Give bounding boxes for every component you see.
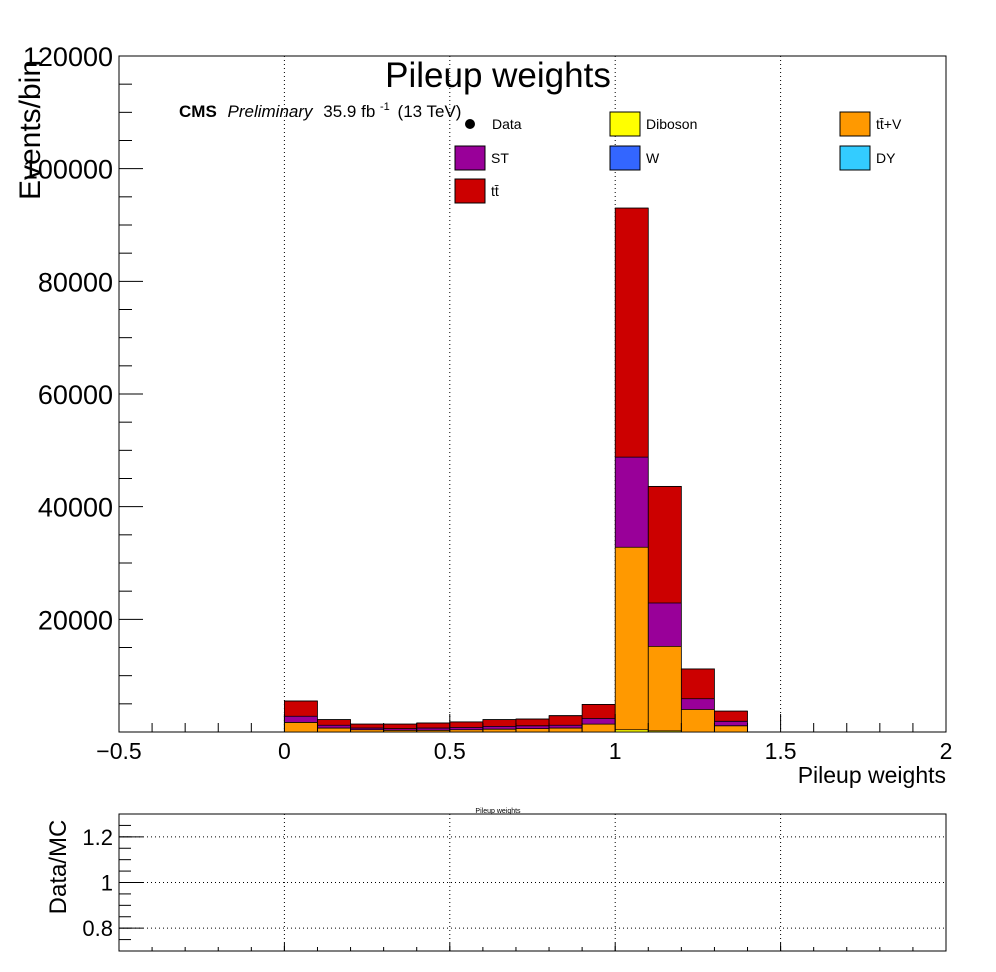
bar-ttv-bin-13 [714, 725, 748, 732]
bar-ttv-bin-0 [284, 722, 318, 732]
bar-st-bin-3 [383, 728, 417, 731]
legend-swatch-ttbar [454, 178, 486, 204]
cms-text: CMS [179, 102, 217, 121]
bar-st-bin-5 [449, 727, 483, 730]
bar-st-bin-12 [681, 698, 715, 710]
bar-ttv-bin-1 [317, 728, 351, 732]
bar-diboson-bin-10 [615, 729, 649, 732]
bar-ttbar-bin-7 [515, 719, 550, 726]
main-axes: 20000 40000 60000 80000 100000 120000 −0.5 0 0.5… [23, 42, 953, 764]
legend-label-st: ST [491, 150, 509, 166]
bar-ttv-bin-7 [515, 728, 550, 732]
lumi-exponent: -1 [380, 101, 390, 113]
ratio-panel-title: Pileup weights [475, 808, 521, 815]
bar-ttbar-bin-11 [648, 486, 682, 603]
y-tick-label-4: 100000 [23, 155, 113, 185]
bar-ttv-bin-2 [350, 729, 384, 732]
legend-marker-data [465, 119, 475, 129]
x-tick-label-5: 2 [940, 738, 953, 764]
legend-swatch-ttv [839, 111, 871, 137]
x-tick-label-4: 1.5 [765, 738, 797, 764]
legend-label-ttv: tt̄+V [876, 116, 902, 132]
bar-ttbar-bin-2 [350, 724, 384, 729]
legend-swatch-diboson [609, 111, 641, 137]
bar-ttv-bin-10 [615, 547, 649, 730]
bar-st-bin-9 [582, 718, 616, 725]
energy-text: (13 TeV) [398, 102, 462, 121]
legend-label-diboson: Diboson [646, 116, 697, 132]
bar-ttbar-bin-1 [317, 719, 351, 726]
x-tick-label-2: 0.5 [434, 738, 466, 764]
bar-ttbar-bin-3 [383, 724, 417, 729]
x-tick-label-3: 1 [609, 738, 622, 764]
bar-ttbar-bin-10 [615, 208, 649, 458]
ratio-grid [119, 814, 946, 951]
bar-st-bin-6 [482, 726, 516, 730]
legend-label-ttbar: tt̄ [491, 183, 499, 199]
bar-st-bin-4 [416, 728, 450, 731]
ratio-y-tick-label-0: 0.8 [82, 916, 113, 941]
bar-ttv-bin-3 [383, 730, 417, 732]
ratio-y-tick-label-2: 1.2 [82, 825, 113, 850]
y-tick-label-5: 120000 [23, 42, 113, 72]
bar-ttbar-bin-8 [549, 715, 583, 726]
bar-ttv-bin-6 [482, 729, 516, 732]
bar-ttbar-bin-12 [681, 668, 715, 699]
y-tick-label-1: 40000 [38, 493, 113, 523]
bar-ttbar-bin-9 [582, 704, 616, 719]
y-tick-label-2: 60000 [38, 380, 113, 410]
bar-st-bin-0 [284, 716, 318, 723]
bar-st-bin-10 [615, 457, 649, 548]
stacked-histogram [283, 207, 748, 733]
ratio-y-axis-label: Data/MC [45, 820, 72, 915]
ratio-axes: 0.8 1 1.2 [82, 825, 947, 951]
legend-swatch-dy [839, 145, 871, 171]
legend-swatch-st [454, 145, 486, 171]
bar-ttbar-bin-13 [714, 711, 748, 722]
bar-ttv-bin-8 [549, 728, 583, 732]
bar-ttv-bin-12 [681, 709, 715, 732]
x-tick-label-0: −0.5 [96, 738, 141, 764]
lumi-text: 35.9 fb [323, 102, 375, 121]
bar-ttbar-bin-6 [482, 719, 516, 727]
legend-label-dy: DY [876, 150, 896, 166]
main-plot-frame [118, 55, 947, 733]
bar-diboson-bin-11 [648, 730, 682, 732]
bar-ttbar-bin-0 [284, 701, 318, 717]
bar-st-bin-8 [549, 725, 583, 729]
cms-label: CMS Preliminary 35.9 fb -1 (13 TeV) [179, 95, 461, 121]
legend: Data Diboson tt̄+V ST W DY tt̄ [454, 111, 902, 204]
bar-st-bin-2 [350, 728, 384, 730]
y-axis-label: Events/bin [14, 60, 47, 200]
y-tick-label-3: 80000 [38, 267, 113, 297]
bar-ttbar-bin-5 [449, 721, 483, 728]
bar-st-bin-11 [648, 602, 682, 647]
y-tick-label-0: 20000 [38, 605, 113, 635]
bar-ttv-bin-5 [449, 729, 483, 732]
legend-label-w: W [646, 150, 660, 166]
x-axis-label: Pileup weights [798, 762, 946, 788]
bar-ttv-bin-11 [648, 646, 682, 731]
bar-st-bin-13 [714, 721, 748, 726]
chart-title: Pileup weights [385, 56, 611, 95]
bar-ttv-bin-9 [582, 724, 616, 732]
ratio-plot-frame [118, 813, 947, 952]
legend-label-data: Data [492, 116, 522, 132]
legend-swatch-w [609, 145, 641, 171]
ratio-y-tick-label-1: 1 [101, 871, 113, 896]
bar-ttbar-bin-4 [416, 722, 450, 729]
bar-st-bin-7 [515, 725, 550, 729]
bar-ttv-bin-4 [416, 730, 450, 732]
preliminary-text: Preliminary [228, 102, 315, 121]
x-tick-label-1: 0 [278, 738, 291, 764]
bar-st-bin-1 [317, 725, 351, 729]
